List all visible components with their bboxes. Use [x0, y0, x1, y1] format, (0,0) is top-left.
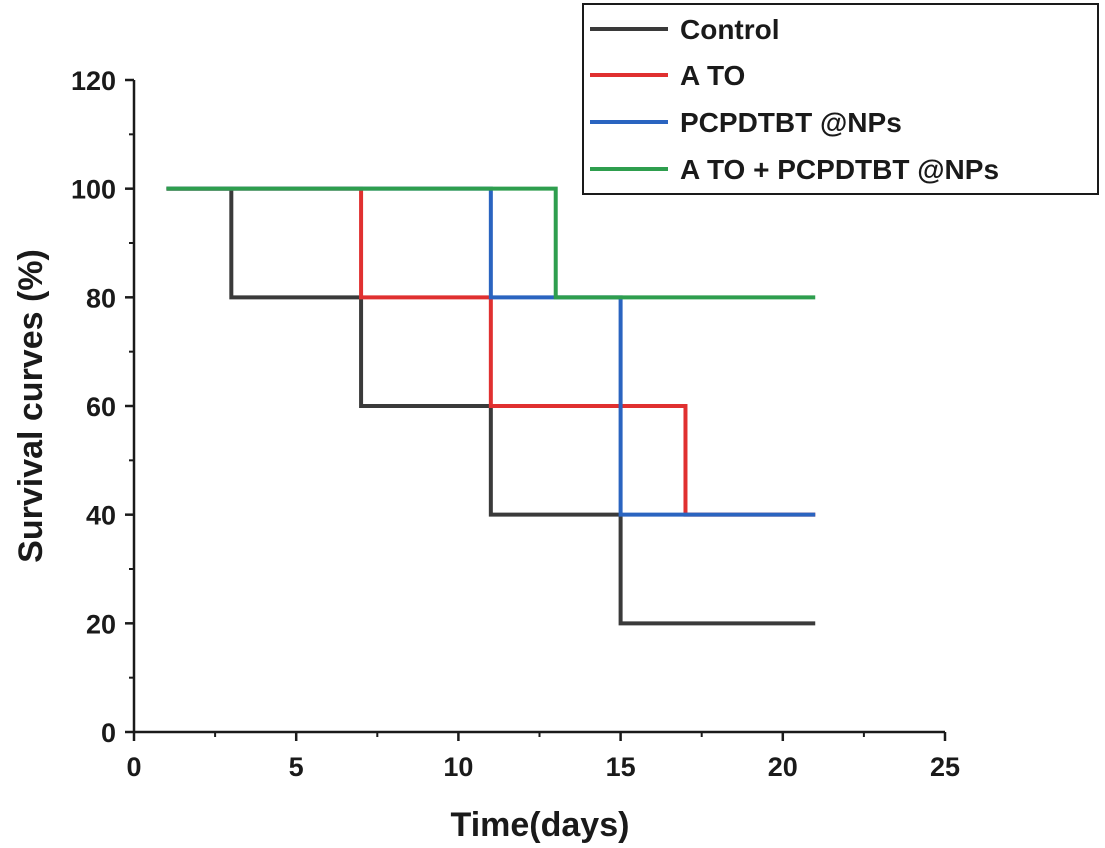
series-line-4	[166, 186, 816, 300]
legend-label: Control	[680, 14, 780, 45]
series-line-1	[166, 186, 816, 626]
x-ticks: 0 5 10 15 20 25	[126, 732, 960, 782]
legend: Control A TO PCPDTBT @NPs A TO + PCPDTBT @N…	[582, 3, 1099, 195]
x-tick-label: 10	[443, 752, 473, 782]
y-tick-label: 20	[86, 609, 116, 639]
series-line-2	[166, 186, 816, 517]
x-tick-label: 15	[606, 752, 636, 782]
y-tick-label: 80	[86, 283, 116, 313]
x-tick-label: 25	[930, 752, 960, 782]
legend-label: A TO + PCPDTBT @NPs	[680, 154, 999, 185]
x-axis-title: Time(days)	[451, 806, 630, 844]
axes: 0 5 10 15 20 25 0 20 40 60 80 100 120	[71, 66, 960, 782]
y-ticks: 0 20 40 60 80 100 120	[71, 66, 134, 748]
y-tick-label: 40	[86, 501, 116, 531]
x-tick-label: 20	[768, 752, 798, 782]
legend-label: A TO	[680, 60, 745, 91]
legend-box	[582, 3, 1099, 195]
legend-items: Control A TO PCPDTBT @NPs A TO + PCPDTBT @N…	[590, 14, 999, 185]
y-tick-label: 100	[71, 175, 116, 205]
series-layer	[166, 186, 816, 626]
y-tick-label: 120	[71, 66, 116, 96]
y-axis-title: Survival curves (%)	[12, 249, 50, 563]
x-tick-label: 5	[289, 752, 304, 782]
y-tick-label: 0	[101, 718, 116, 748]
x-tick-label: 0	[126, 752, 141, 782]
y-tick-label: 60	[86, 392, 116, 422]
legend-label: PCPDTBT @NPs	[680, 107, 902, 138]
